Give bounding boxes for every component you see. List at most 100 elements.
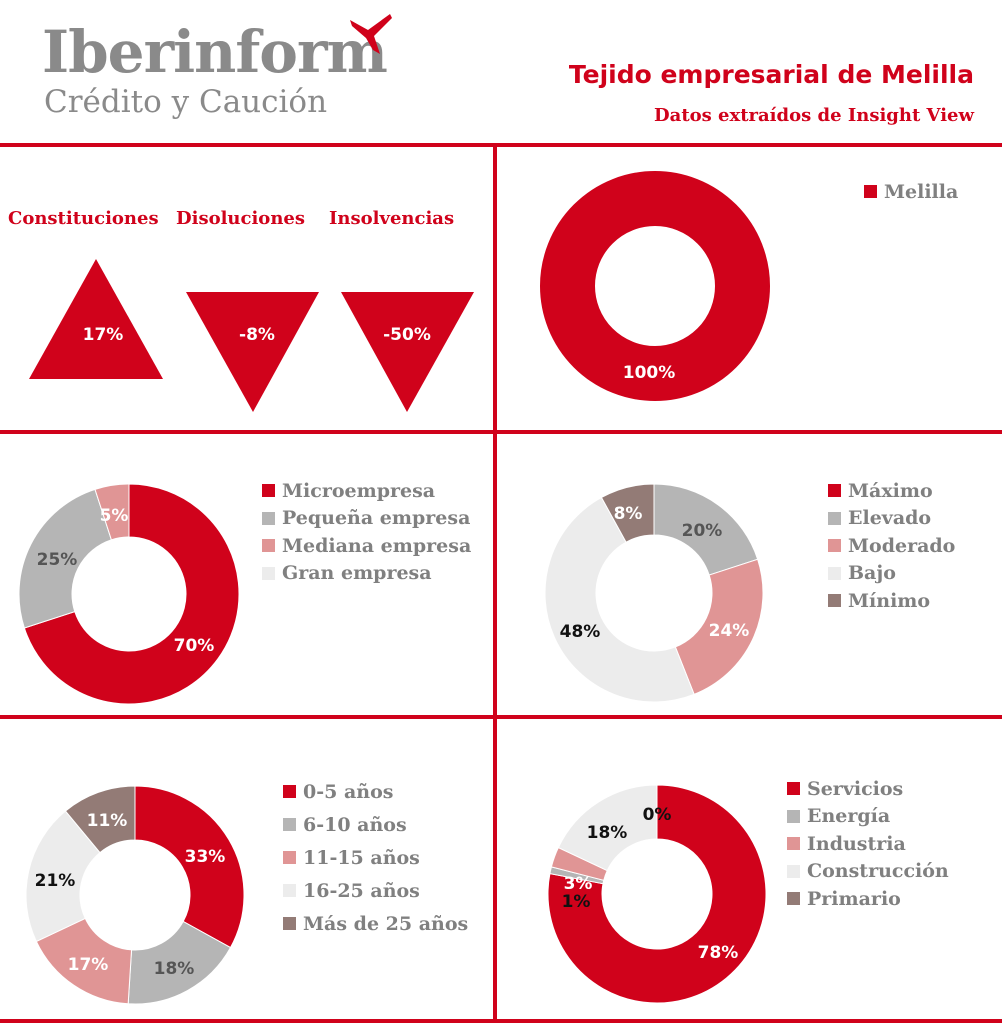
legend-label: 11-15 años [303, 846, 420, 869]
legend-item: 0-5 años [283, 775, 468, 808]
legend-swatch [828, 484, 841, 498]
legend-sector: Servicios Energía Industria Construcción… [787, 775, 949, 913]
data-label-melilla: 100% [623, 363, 676, 383]
legend-swatch [787, 837, 800, 851]
donut-slice-mediana-empresa [94, 483, 130, 541]
divider-bottom [0, 1019, 1002, 1023]
legend-label: 16-25 años [303, 879, 420, 902]
indicator-value-insolvencias: -50% [383, 325, 431, 345]
legend-risk: Máximo Elevado Moderado Bajo Mínimo [828, 477, 955, 615]
legend-swatch [283, 785, 296, 798]
legend-swatch [262, 511, 275, 525]
legend-label: Moderado [848, 534, 956, 557]
legend-label: Bajo [848, 562, 896, 585]
legend-company-size: Microempresa Pequeña empresa Mediana emp… [262, 477, 471, 587]
legend-swatch [864, 185, 877, 199]
legend-item: Bajo [828, 560, 955, 588]
legend-item: Moderado [828, 532, 955, 560]
legend-item: Industria [787, 830, 949, 858]
legend-item: Elevado [828, 505, 955, 533]
indicator-label-insolvencias: Insolvencias [329, 208, 455, 229]
data-label-mas-de-25-anos: 11% [87, 811, 128, 831]
data-label-minimo: 8% [614, 504, 643, 524]
legend-item: Energía [787, 803, 949, 831]
data-label-11-15-anos: 17% [68, 955, 109, 975]
legend-label: Servicios [807, 777, 904, 800]
indicator-label-constituciones: Constituciones [8, 208, 159, 229]
indicator-label-disoluciones: Disoluciones [176, 208, 305, 229]
company-logo-subtitle: Crédito y Caución [44, 84, 328, 120]
report-title: Tejido empresarial de Melilla [568, 60, 974, 89]
data-label-pequena-empresa: 25% [37, 550, 78, 570]
legend-swatch [283, 818, 296, 831]
triangle-down-disoluciones [186, 292, 319, 412]
legend-label: Melilla [884, 180, 959, 203]
donut-slice-minimo [600, 483, 655, 543]
legend-label: 0-5 años [303, 780, 394, 803]
donut-slice-pequena-empresa [18, 488, 113, 629]
donut-slice-servicios [547, 784, 767, 1004]
data-label-bajo: 48% [560, 622, 601, 642]
donut-slice-mas-de-25-anos [64, 785, 136, 854]
legend-swatch [787, 892, 800, 906]
legend-label: Elevado [848, 507, 932, 530]
legend-label: Pequeña empresa [282, 507, 471, 530]
legend-swatch [283, 917, 296, 930]
legend-swatch [262, 566, 275, 580]
donut-slice-0-5-anos [134, 785, 245, 949]
data-label-construccion: 18% [587, 823, 628, 843]
legend-item: Construcción [787, 858, 949, 886]
donut-slice-melilla [540, 171, 770, 401]
legend-swatch [828, 566, 841, 580]
legend-label: Primario [807, 887, 901, 910]
triangle-up-constituciones [29, 259, 163, 379]
data-label-industria: 3% [564, 874, 593, 894]
legend-swatch [787, 864, 800, 878]
data-label-mediana-empresa: 5% [100, 506, 129, 526]
legend-item: Gran empresa [262, 560, 471, 588]
legend-item: Mediana empresa [262, 532, 471, 560]
legend-label: Gran empresa [282, 562, 432, 585]
report-subtitle: Datos extraídos de Insight View [654, 105, 974, 126]
data-label-microempresa: 70% [174, 636, 215, 656]
legend-label: Mediana empresa [282, 534, 472, 557]
data-label-0-5-anos: 33% [185, 847, 226, 867]
legend-item: Mínimo [828, 587, 955, 615]
divider-vertical [493, 143, 497, 1023]
legend-item: Microempresa [262, 477, 471, 505]
logo-plane-icon [350, 14, 392, 54]
data-label-primario: 0% [643, 805, 672, 825]
legend-label: Construcción [807, 860, 949, 883]
legend-label: Energía [807, 805, 891, 828]
legend-swatch [262, 539, 275, 553]
legend-label: Más de 25 años [303, 912, 469, 935]
indicator-triangles: 17% -8% -50% [29, 259, 474, 412]
donut-slice-microempresa [23, 483, 240, 705]
data-label-servicios: 78% [698, 943, 739, 963]
legend-swatch [828, 539, 841, 553]
donut-slice-moderado [674, 558, 764, 695]
data-label-moderado: 24% [709, 621, 750, 641]
legend-item: 6-10 años [283, 808, 468, 841]
data-label-elevado: 20% [682, 521, 723, 541]
legend-swatch [283, 884, 296, 897]
divider-top [0, 143, 1002, 147]
legend-company-age: 0-5 años 6-10 años 11-15 años 16-25 años… [283, 775, 468, 940]
legend-swatch [828, 511, 841, 525]
legend-item: Primario [787, 885, 949, 913]
data-label-energia: 1% [562, 892, 591, 912]
legend-swatch [828, 594, 841, 608]
legend-item: Melilla [864, 178, 958, 206]
legend-item: Pequeña empresa [262, 505, 471, 533]
legend-label: Máximo [848, 479, 933, 502]
data-label-16-25-anos: 21% [35, 871, 76, 891]
company-logo-name: Iberinform [42, 18, 388, 86]
legend-item: Máximo [828, 477, 955, 505]
triangle-down-insolvencias [341, 292, 474, 412]
donut-slice-bajo [544, 496, 695, 703]
data-label-6-10-anos: 18% [154, 959, 195, 979]
legend-item: 11-15 años [283, 841, 468, 874]
legend-swatch [787, 809, 800, 823]
divider-row-1 [0, 430, 1002, 434]
